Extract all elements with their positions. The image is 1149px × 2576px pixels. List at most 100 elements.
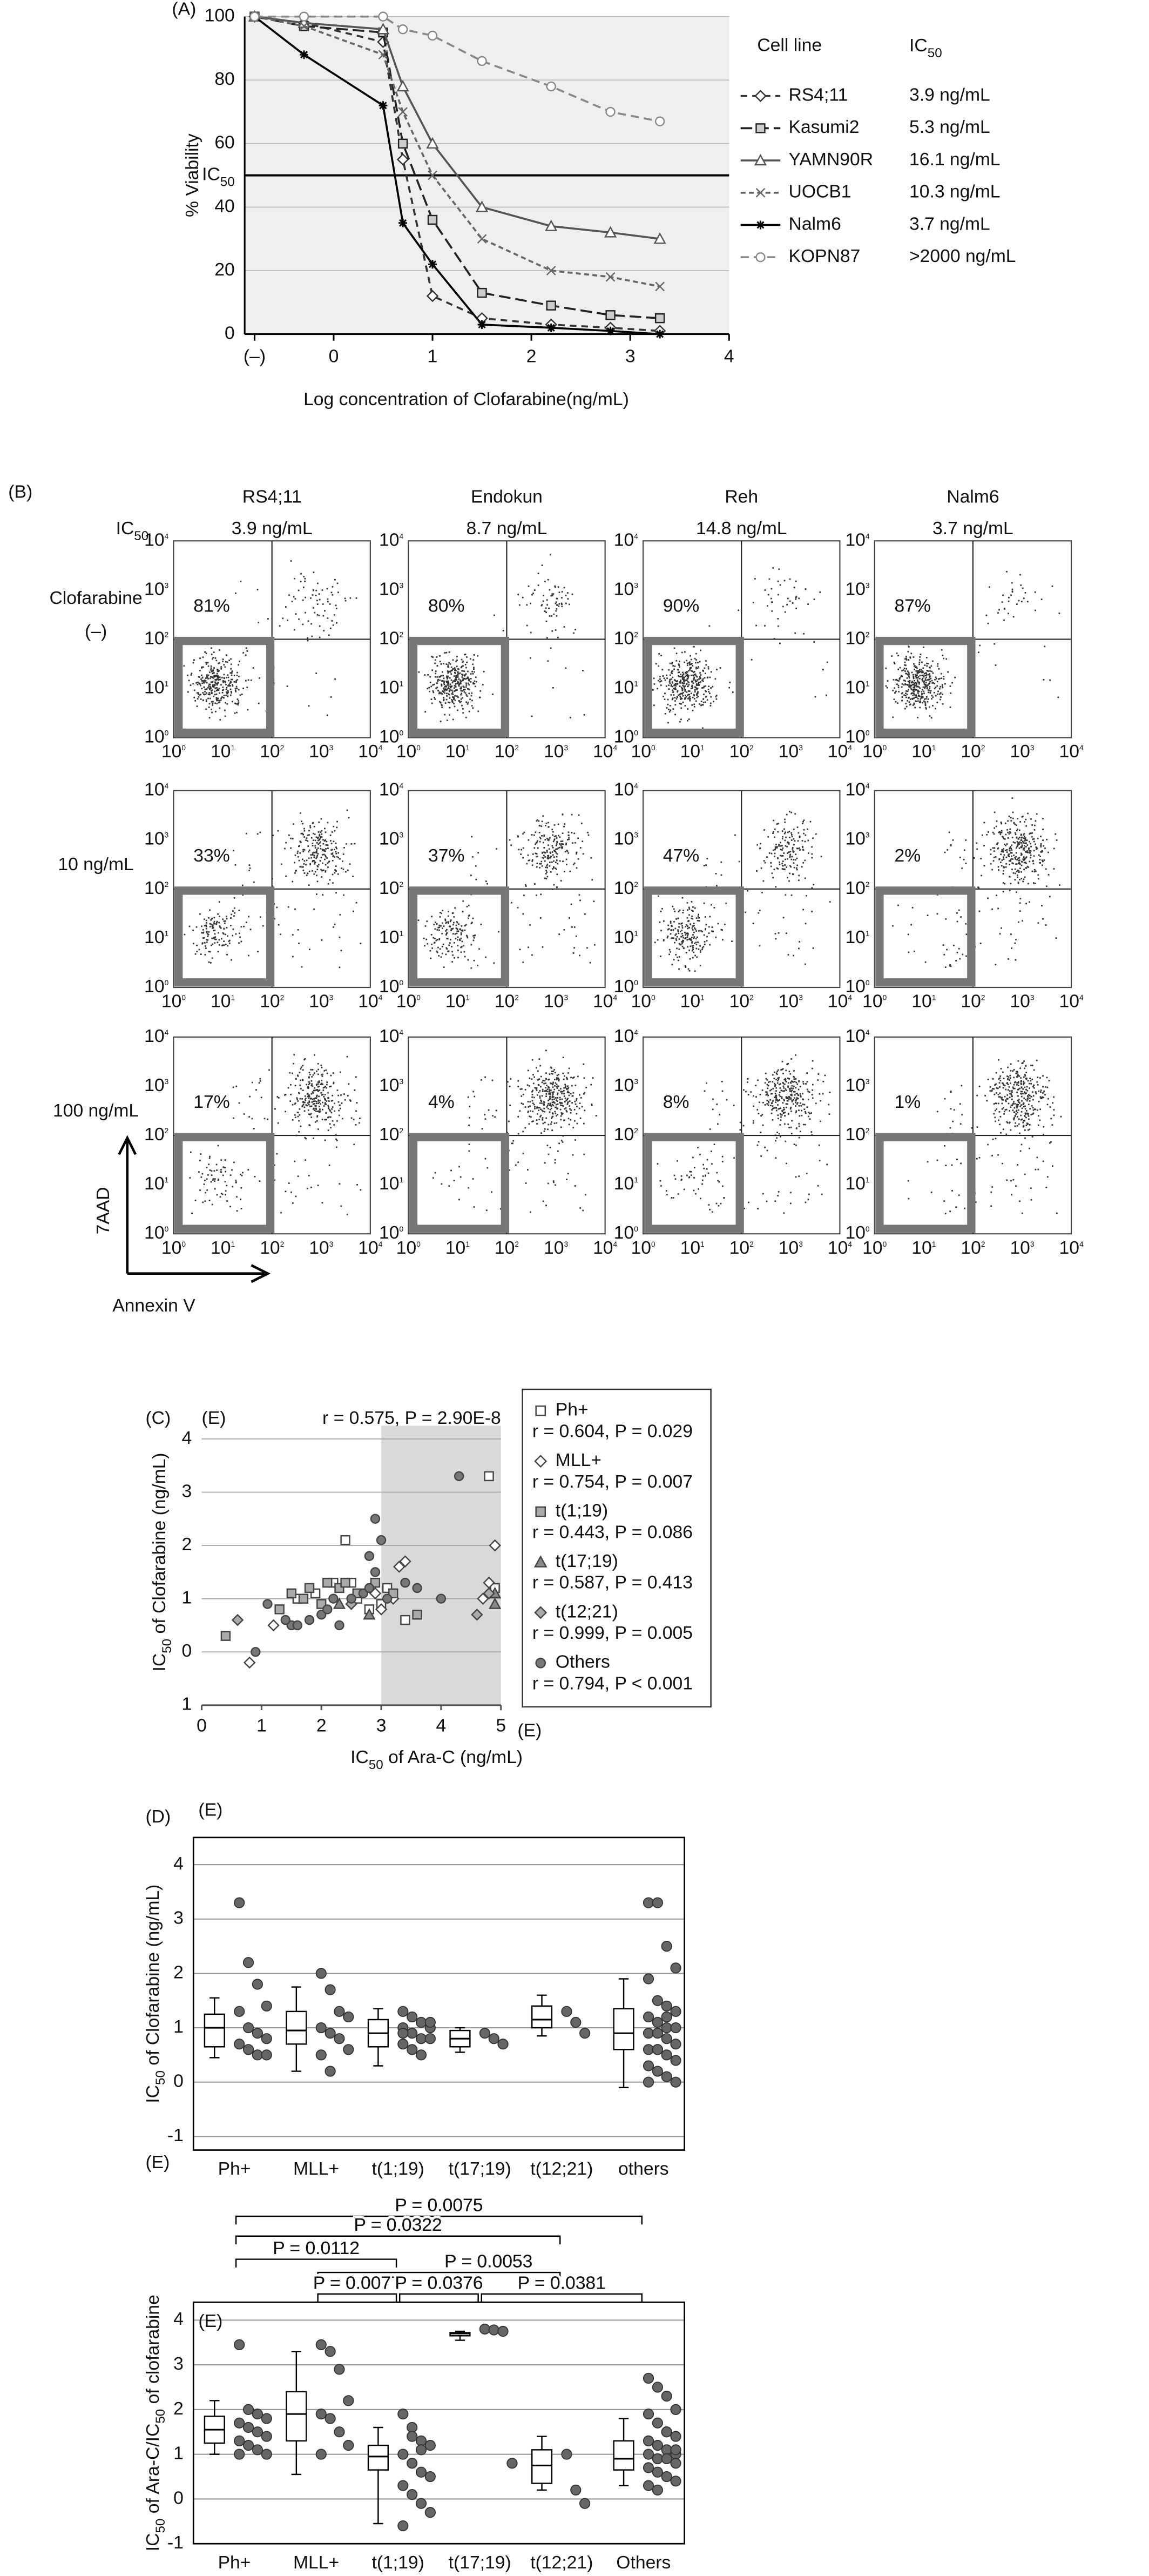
event-dot: [682, 680, 685, 682]
event-dot: [762, 1124, 764, 1126]
event-dot: [316, 852, 317, 854]
event-dot: [695, 930, 698, 932]
event-dot: [1053, 848, 1055, 850]
event-dot: [277, 1122, 279, 1124]
event-dot: [804, 877, 806, 879]
event-dot: [693, 676, 695, 678]
event-dot: [522, 1103, 524, 1105]
event-dot: [954, 676, 956, 678]
event-dot: [308, 1100, 310, 1102]
data-point: [378, 11, 388, 22]
event-dot: [315, 1110, 317, 1112]
event-dot: [1018, 863, 1019, 865]
event-dot: [755, 624, 757, 627]
column-name: RS4;11: [242, 487, 302, 507]
event-dot: [300, 573, 302, 575]
data-point: [298, 16, 310, 28]
event-dot: [1008, 815, 1010, 817]
event-dot: [461, 676, 463, 678]
event-dot: [550, 1105, 552, 1107]
tick-exponent: 0: [651, 994, 655, 1002]
event-dot: [542, 1119, 544, 1121]
event-dot: [894, 692, 896, 694]
event-dot: [924, 678, 927, 680]
event-dot: [795, 1081, 797, 1084]
event-dot: [560, 880, 562, 882]
event-dot: [332, 882, 334, 884]
event-dot: [429, 950, 431, 952]
event-dot: [531, 1096, 533, 1098]
event-dot: [681, 689, 684, 690]
tick-exponent: 1: [231, 744, 235, 752]
event-dot: [936, 702, 938, 703]
event-dot: [780, 849, 782, 851]
event-dot: [695, 668, 697, 670]
event-dot: [235, 681, 237, 683]
event-dot: [302, 1065, 304, 1067]
event-dot: [308, 834, 310, 836]
event-dot: [528, 1085, 530, 1087]
event-dot: [228, 942, 231, 944]
event-dot: [1009, 831, 1011, 833]
event-dot: [697, 915, 699, 917]
event-dot: [904, 683, 906, 685]
event-dot: [664, 698, 666, 701]
event-dot: [246, 832, 247, 835]
event-dot: [558, 1080, 560, 1082]
event-dot: [326, 844, 328, 846]
event-dot: [324, 858, 326, 860]
event-dot: [920, 670, 922, 672]
event-dot: [659, 676, 661, 677]
event-dot: [278, 924, 280, 926]
event-dot: [658, 895, 659, 897]
event-dot: [698, 666, 699, 668]
event-dot: [569, 917, 571, 919]
event-dot: [322, 839, 324, 841]
event-dot: [1010, 820, 1012, 822]
event-dot: [993, 811, 996, 813]
event-dot: [708, 926, 710, 928]
event-dot: [778, 1078, 780, 1080]
event-dot: [443, 687, 445, 689]
event-dot: [448, 1185, 450, 1187]
event-dot: [715, 936, 717, 938]
event-dot: [694, 698, 695, 700]
event-dot: [229, 685, 231, 687]
event-dot: [445, 651, 448, 654]
event-dot: [692, 687, 693, 688]
event-dot: [700, 704, 702, 707]
event-dot: [440, 676, 441, 678]
event-dot: [562, 860, 564, 863]
event-dot: [206, 676, 208, 678]
event-dot: [304, 577, 306, 580]
event-dot: [677, 682, 679, 684]
event-dot: [572, 1092, 574, 1094]
event-dot: [789, 1088, 791, 1090]
event-dot: [695, 941, 697, 944]
event-dot: [977, 651, 979, 654]
event-dot: [304, 1136, 306, 1139]
event-dot: [688, 920, 690, 922]
event-dot: [684, 689, 686, 691]
event-dot: [748, 1201, 749, 1203]
event-dot: [768, 578, 770, 580]
tick-exponent: 0: [399, 979, 403, 987]
event-dot: [468, 684, 470, 686]
event-dot: [234, 688, 236, 690]
event-dot: [233, 1117, 235, 1119]
event-dot: [349, 863, 351, 865]
tick-exponent: 4: [165, 1028, 169, 1037]
event-dot: [218, 901, 220, 903]
tick-base: 10: [845, 628, 865, 648]
event-dot: [680, 923, 682, 925]
event-dot: [299, 1098, 301, 1100]
event-dot: [222, 687, 224, 688]
event-dot: [558, 591, 560, 594]
event-dot: [212, 927, 213, 929]
event-dot: [795, 596, 797, 598]
event-dot: [464, 925, 466, 927]
event-dot: [689, 958, 691, 960]
event-dot: [201, 943, 204, 945]
tick-base: 10: [144, 1026, 164, 1046]
